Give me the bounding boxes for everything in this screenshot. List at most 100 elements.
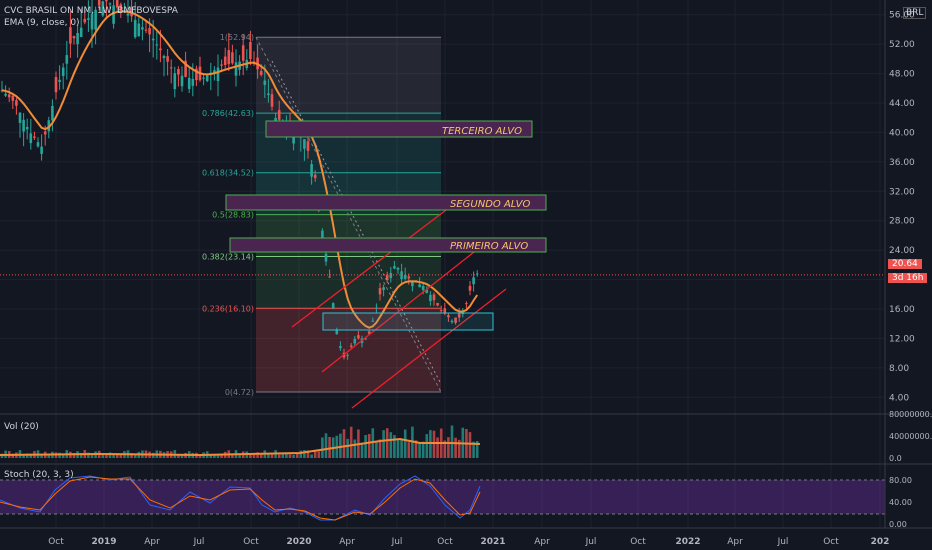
candle-body bbox=[475, 273, 479, 275]
price-tick-label: 40.00 bbox=[889, 128, 915, 138]
candle-body bbox=[357, 335, 360, 339]
volume-ma-line bbox=[0, 437, 481, 457]
x-tick-label: 2021 bbox=[480, 537, 505, 547]
currency-badge[interactable]: BRL bbox=[903, 7, 927, 19]
x-tick-label: Apr bbox=[339, 537, 355, 547]
volume-bar bbox=[180, 454, 184, 458]
candle-body bbox=[61, 67, 65, 76]
price-tick-label: 36.00 bbox=[889, 158, 915, 168]
candle-body bbox=[162, 55, 166, 59]
volume-bar bbox=[378, 439, 382, 458]
price-tick-label: 44.00 bbox=[889, 99, 915, 109]
candle-body bbox=[151, 38, 155, 41]
volume-bar bbox=[457, 439, 461, 458]
volume-bar bbox=[101, 454, 105, 458]
price-tick-label: 8.00 bbox=[889, 364, 909, 374]
target-label: PRIMEIRO ALVO bbox=[450, 241, 528, 252]
volume-bar bbox=[108, 452, 112, 458]
volume-bar bbox=[112, 453, 115, 458]
price-tick-label: 16.00 bbox=[889, 305, 915, 315]
volume-bar bbox=[61, 454, 65, 458]
candle-body bbox=[385, 274, 389, 281]
candle-body bbox=[36, 142, 40, 147]
volume-bar bbox=[252, 452, 256, 458]
volume-bar bbox=[450, 425, 454, 458]
candle-body bbox=[306, 141, 310, 151]
candle-body bbox=[411, 280, 414, 287]
candle-body bbox=[33, 136, 36, 138]
price-tick-label: 24.00 bbox=[889, 246, 915, 256]
fib-zone bbox=[256, 308, 441, 392]
x-tick-label: Oct bbox=[630, 537, 646, 547]
volume-bar bbox=[295, 453, 299, 458]
volume-bar bbox=[414, 440, 418, 458]
candle-body bbox=[137, 23, 141, 37]
candle-body bbox=[18, 112, 22, 123]
fib-level-label: 0.236(16.10) bbox=[202, 304, 254, 313]
candle-body bbox=[472, 277, 475, 285]
volume-tick-label: 40000000.0 bbox=[889, 432, 932, 441]
volume-bar bbox=[421, 441, 425, 458]
volume-bar bbox=[385, 428, 389, 458]
candle-body bbox=[216, 67, 220, 82]
candle-body bbox=[72, 36, 76, 39]
candle-body bbox=[11, 95, 15, 101]
candle-body bbox=[83, 18, 87, 23]
candle-body bbox=[69, 27, 72, 44]
stoch-title: Stoch (20, 3, 3) bbox=[4, 470, 74, 480]
volume-bar bbox=[270, 453, 274, 458]
candle-body bbox=[267, 93, 270, 96]
candle-body bbox=[447, 315, 450, 318]
candle-body bbox=[364, 338, 367, 340]
x-tick-label: 2022 bbox=[675, 537, 700, 547]
support-zone bbox=[322, 312, 494, 331]
volume-tick-label: 0.0 bbox=[889, 454, 902, 463]
candle-body bbox=[166, 56, 169, 62]
volume-bar bbox=[317, 451, 321, 458]
volume-bar bbox=[425, 434, 429, 458]
grid-lines bbox=[0, 0, 885, 528]
volume-bar bbox=[115, 454, 119, 458]
candle-body bbox=[108, 3, 112, 5]
candle-body bbox=[22, 119, 25, 132]
candle-body bbox=[159, 48, 162, 51]
volume-bar bbox=[281, 453, 285, 458]
fib-level-label: 0.382(23.14) bbox=[202, 252, 254, 261]
candle-body bbox=[277, 110, 281, 120]
candle-body bbox=[169, 67, 173, 69]
volume-bar bbox=[321, 437, 324, 458]
price-tick-label: 52.00 bbox=[889, 40, 915, 50]
candle-body bbox=[4, 93, 7, 96]
volume-bar bbox=[403, 429, 407, 458]
candle-body bbox=[155, 44, 159, 46]
candle-body bbox=[468, 286, 472, 291]
candle-body bbox=[220, 64, 223, 66]
fib-level-label: 0.5(28.83) bbox=[212, 211, 254, 220]
candle-body bbox=[353, 338, 357, 344]
volume-bar bbox=[306, 450, 310, 458]
candle-body bbox=[403, 274, 407, 279]
volume-bar bbox=[105, 454, 108, 458]
x-tick-label: Jul bbox=[193, 537, 205, 547]
volume-bar bbox=[364, 434, 367, 458]
candle-body bbox=[184, 60, 187, 77]
volume-bar bbox=[209, 454, 213, 458]
candle-body bbox=[148, 28, 151, 35]
candle-body bbox=[259, 71, 263, 75]
last-price-badge: 20.64 bbox=[888, 259, 922, 269]
candle-body bbox=[115, 0, 119, 8]
candle-body bbox=[439, 310, 443, 312]
candle-body bbox=[112, 5, 115, 24]
candle-body bbox=[393, 266, 396, 269]
candle-body bbox=[97, 0, 101, 6]
volume-bar bbox=[133, 454, 137, 458]
price-candles bbox=[0, 0, 479, 360]
candle-body bbox=[313, 174, 317, 179]
candle-body bbox=[465, 303, 468, 305]
channel-line bbox=[291, 209, 447, 328]
candle-body bbox=[29, 133, 33, 144]
fib-trend-line bbox=[255, 36, 442, 393]
candle-body bbox=[213, 70, 216, 74]
